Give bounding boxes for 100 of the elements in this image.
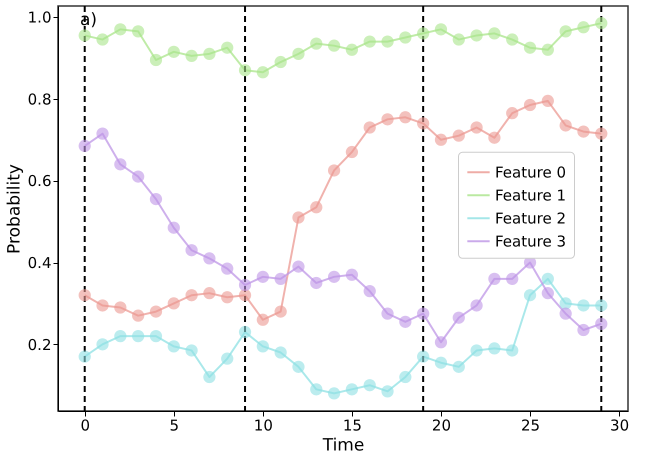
point (381, 35, 394, 48)
point (470, 344, 483, 357)
point (470, 299, 483, 312)
point (381, 385, 394, 398)
point (434, 356, 448, 369)
legend-label: Feature 3 (495, 232, 566, 250)
point (577, 21, 590, 34)
point (417, 308, 430, 320)
point (417, 350, 430, 363)
point (399, 370, 412, 384)
point (274, 346, 287, 359)
point (434, 336, 448, 348)
point (78, 289, 91, 302)
point (132, 330, 144, 342)
point (542, 287, 554, 300)
point (256, 314, 269, 326)
point (292, 48, 305, 60)
point (274, 56, 287, 68)
point (417, 117, 430, 130)
x-tick-label: 20 (432, 416, 452, 434)
point (399, 316, 412, 328)
legend-label: Feature 0 (495, 163, 566, 182)
point (524, 289, 536, 302)
point (203, 48, 216, 60)
point (346, 268, 358, 281)
point (488, 132, 501, 144)
point (185, 289, 198, 302)
point (114, 23, 126, 36)
point (452, 130, 465, 142)
point (78, 29, 91, 42)
point (595, 128, 608, 140)
point (185, 50, 198, 62)
point (96, 299, 109, 312)
point (506, 272, 518, 285)
point (274, 272, 287, 285)
point (132, 25, 144, 38)
point (221, 291, 234, 304)
point (560, 297, 572, 310)
point (238, 64, 252, 76)
point (488, 342, 501, 355)
y-tick-label: 1.0 (28, 8, 52, 27)
point (524, 98, 536, 112)
point (560, 308, 572, 320)
point (452, 312, 465, 324)
point (168, 340, 180, 352)
point (292, 360, 305, 373)
point (470, 29, 483, 42)
y-tick-label: 0.4 (28, 254, 52, 272)
point (364, 121, 376, 134)
point (542, 272, 554, 285)
point (168, 297, 180, 310)
x-axis-title: Time (322, 436, 364, 456)
point (274, 305, 287, 318)
point (328, 387, 340, 400)
point (203, 370, 216, 384)
legend-label: Feature 1 (495, 186, 566, 204)
point (256, 340, 269, 352)
point (203, 252, 216, 265)
point (96, 128, 109, 140)
point (132, 170, 144, 183)
point (114, 330, 126, 342)
point (310, 383, 322, 396)
point (221, 352, 234, 365)
y-axis-title: Probability (4, 164, 25, 254)
point (346, 383, 358, 396)
point (346, 44, 358, 56)
point (203, 287, 216, 300)
point (185, 344, 198, 357)
point (310, 276, 322, 290)
point (364, 285, 376, 298)
point (542, 94, 554, 108)
point (185, 244, 198, 256)
point (506, 33, 518, 46)
point (328, 164, 340, 177)
y-tick-label: 0.8 (28, 90, 52, 108)
point (114, 301, 126, 314)
point (310, 38, 322, 50)
point (381, 308, 394, 320)
point (96, 338, 109, 350)
x-tick-label: 0 (80, 416, 90, 434)
point (96, 33, 109, 46)
point (168, 46, 180, 58)
point (292, 211, 305, 224)
point (506, 107, 518, 120)
point (292, 260, 305, 273)
point (381, 113, 394, 126)
y-tick-label: 0.6 (28, 172, 52, 190)
point (310, 201, 322, 214)
point (488, 27, 501, 40)
point (542, 44, 554, 56)
x-tick-label: 10 (254, 416, 273, 434)
point (470, 121, 483, 134)
point (221, 42, 234, 54)
point (560, 119, 572, 132)
y-tick-label: 0.2 (28, 336, 52, 354)
point (238, 289, 252, 302)
point (524, 42, 536, 54)
point (114, 158, 126, 170)
point (78, 140, 91, 152)
point (577, 324, 590, 336)
